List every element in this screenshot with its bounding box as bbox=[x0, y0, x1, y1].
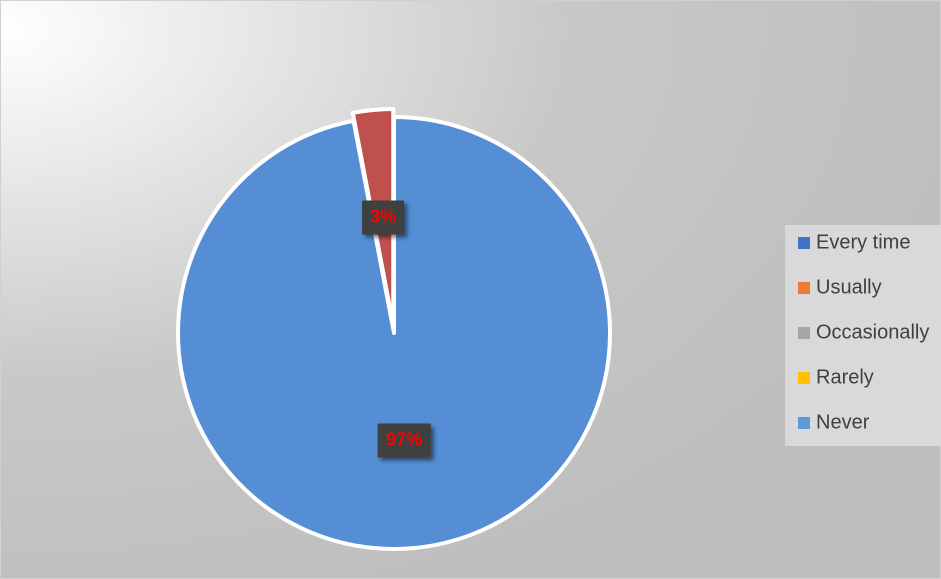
legend-label: Every time bbox=[816, 231, 910, 253]
legend-label: Usually bbox=[816, 276, 882, 298]
data-label-box bbox=[377, 423, 431, 458]
legend-swatch bbox=[798, 327, 810, 339]
legend-label: Never bbox=[816, 411, 870, 433]
pie-slice bbox=[176, 115, 612, 551]
legend-swatch bbox=[798, 237, 810, 249]
legend-swatch bbox=[798, 417, 810, 429]
legend-swatch bbox=[798, 372, 810, 384]
data-label: 97% bbox=[386, 429, 422, 449]
legend-label: Rarely bbox=[816, 366, 874, 388]
legend-swatch bbox=[798, 282, 810, 294]
legend-box bbox=[785, 225, 941, 446]
data-label: 3% bbox=[370, 206, 396, 226]
legend-label: Occasionally bbox=[816, 321, 929, 343]
data-label-box bbox=[362, 200, 405, 235]
